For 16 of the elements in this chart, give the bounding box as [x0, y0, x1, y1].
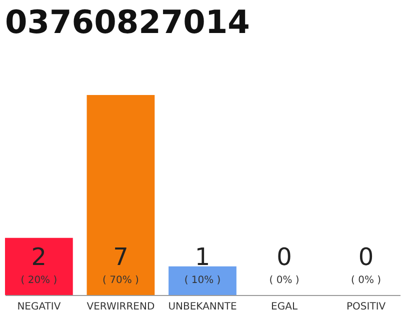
data-label: 7 [113, 243, 128, 271]
x-tick-label: NEGATIV [17, 302, 61, 312]
chart-title: 03760827014 [5, 3, 250, 41]
data-label: 2 [31, 243, 47, 271]
data-label: 0 [276, 243, 292, 271]
x-tick-label: VERWIRREND [86, 302, 155, 312]
data-label: 1 [194, 243, 210, 271]
annotation: ( 70% ) [102, 275, 140, 286]
annotation: ( 0% ) [351, 275, 382, 286]
annotation: ( 20% ) [20, 275, 58, 286]
x-tick-label: UNBEKANNTE [168, 302, 237, 312]
data-label: 0 [358, 243, 374, 271]
x-tick-label: EGAL [271, 302, 298, 312]
annotation: ( 10% ) [184, 275, 221, 286]
annotation: ( 0% ) [269, 275, 300, 286]
x-tick-label: POSITIV [346, 302, 386, 312]
